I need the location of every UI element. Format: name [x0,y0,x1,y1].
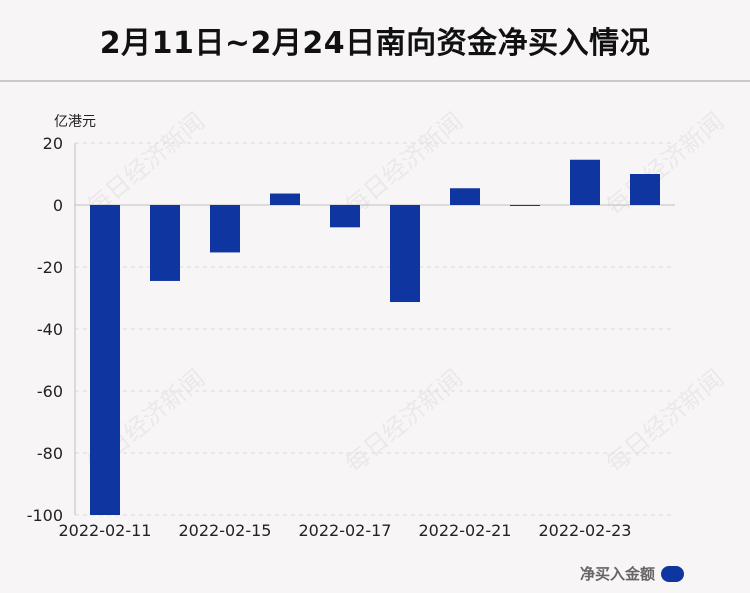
legend-label: 净买入金额 [579,565,655,583]
bar-2022-02-24 [630,174,660,205]
y-tick-label-3: -40 [37,320,63,339]
chart-title: 2月11日~2月24日南向资金净买入情况 [99,26,651,61]
header-divider [0,80,750,82]
bar-2022-02-17 [330,205,360,228]
legend-swatch [661,565,684,582]
x-tick-label-0: 2022-02-11 [59,521,152,540]
bar-2022-02-15 [210,205,240,253]
bar-2022-02-14 [150,205,180,281]
y-tick-label-2: -20 [37,258,63,277]
y-tick-label-4: -60 [37,382,63,401]
y-tick-label-1: 0 [53,196,63,215]
bar-2022-02-18 [390,205,420,303]
x-tick-label-4: 2022-02-23 [539,521,632,540]
x-tick-label-2: 2022-02-17 [299,521,392,540]
bar-2022-02-21 [450,188,480,205]
bar-2022-02-11 [90,205,120,515]
y-axis-unit: 亿港元 [54,114,96,130]
x-tick-label-1: 2022-02-15 [179,521,272,540]
y-tick-label-5: -80 [37,444,63,463]
bar-2022-02-23 [570,159,600,205]
legend: 净买入金额 [580,563,684,584]
x-tick-label-3: 2022-02-21 [419,521,512,540]
y-tick-label-0: 20 [43,134,63,153]
y-tick-label-6: -100 [27,506,63,525]
bar-2022-02-22 [510,205,540,206]
bar-2022-02-16 [270,193,300,205]
